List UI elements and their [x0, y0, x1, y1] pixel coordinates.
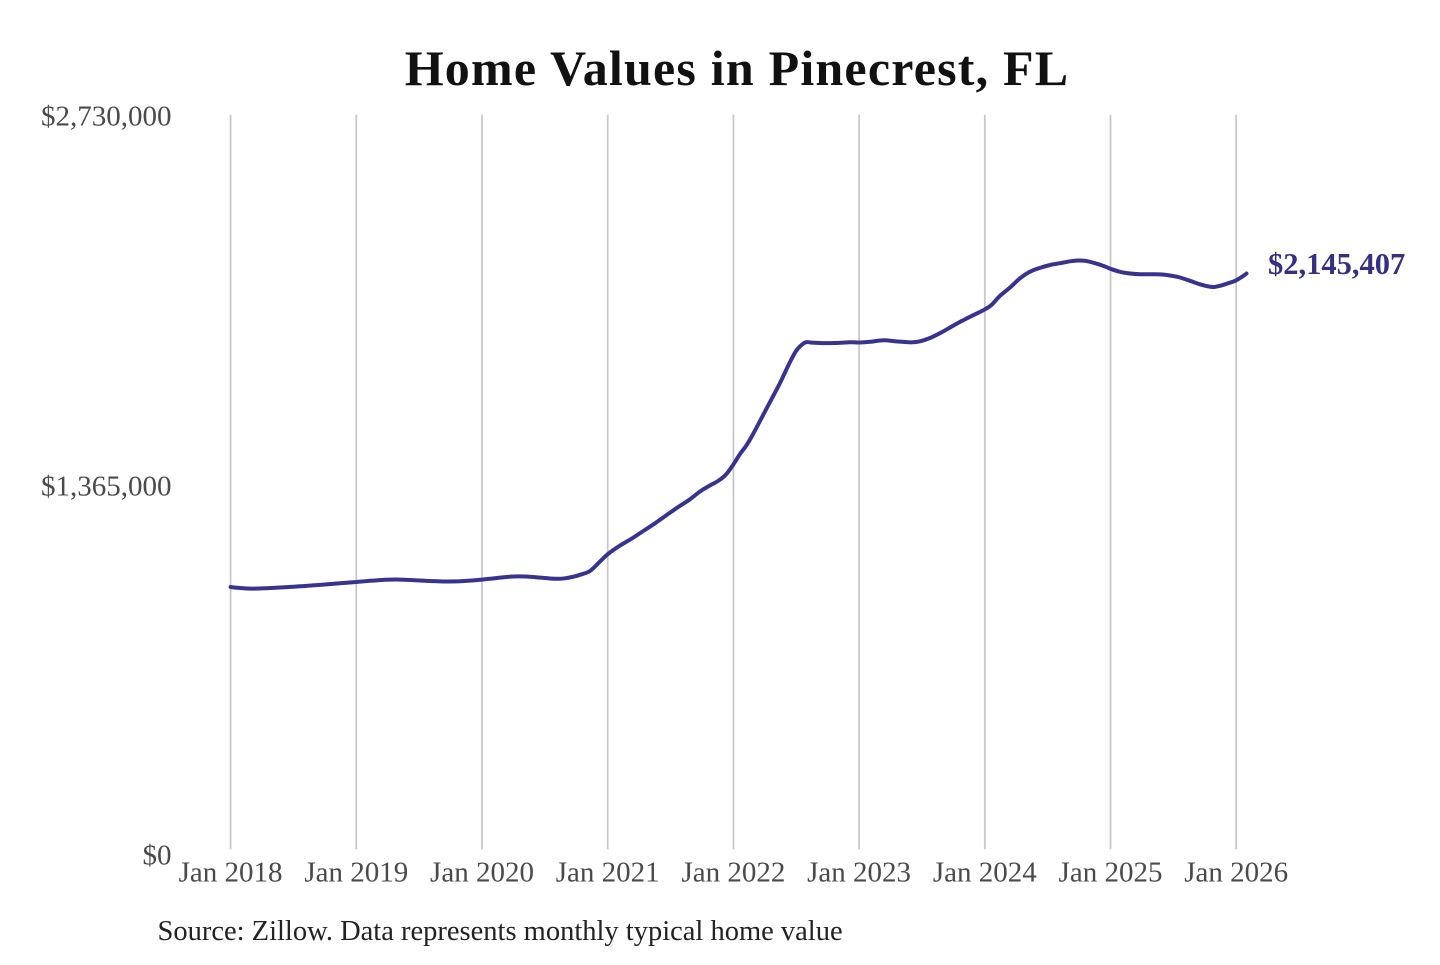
svg-text:$2,730,000: $2,730,000 — [41, 100, 172, 132]
svg-text:Source: Zillow. Data represent: Source: Zillow. Data represents monthly … — [158, 916, 843, 947]
svg-text:Jan 2020: Jan 2020 — [430, 857, 534, 889]
svg-text:Jan 2025: Jan 2025 — [1059, 857, 1163, 889]
svg-text:$0: $0 — [143, 840, 172, 872]
svg-text:$1,365,000: $1,365,000 — [41, 470, 172, 502]
svg-text:Jan 2019: Jan 2019 — [304, 857, 408, 889]
svg-text:Jan 2018: Jan 2018 — [179, 857, 283, 889]
svg-text:$2,145,407: $2,145,407 — [1268, 247, 1405, 281]
svg-text:Jan 2023: Jan 2023 — [807, 857, 911, 889]
svg-text:Jan 2026: Jan 2026 — [1184, 857, 1288, 889]
svg-text:Home Values in Pinecrest, FL: Home Values in Pinecrest, FL — [405, 40, 1070, 96]
svg-text:Jan 2021: Jan 2021 — [556, 857, 660, 889]
svg-text:Jan 2022: Jan 2022 — [681, 857, 785, 889]
svg-text:Jan 2024: Jan 2024 — [933, 857, 1037, 889]
